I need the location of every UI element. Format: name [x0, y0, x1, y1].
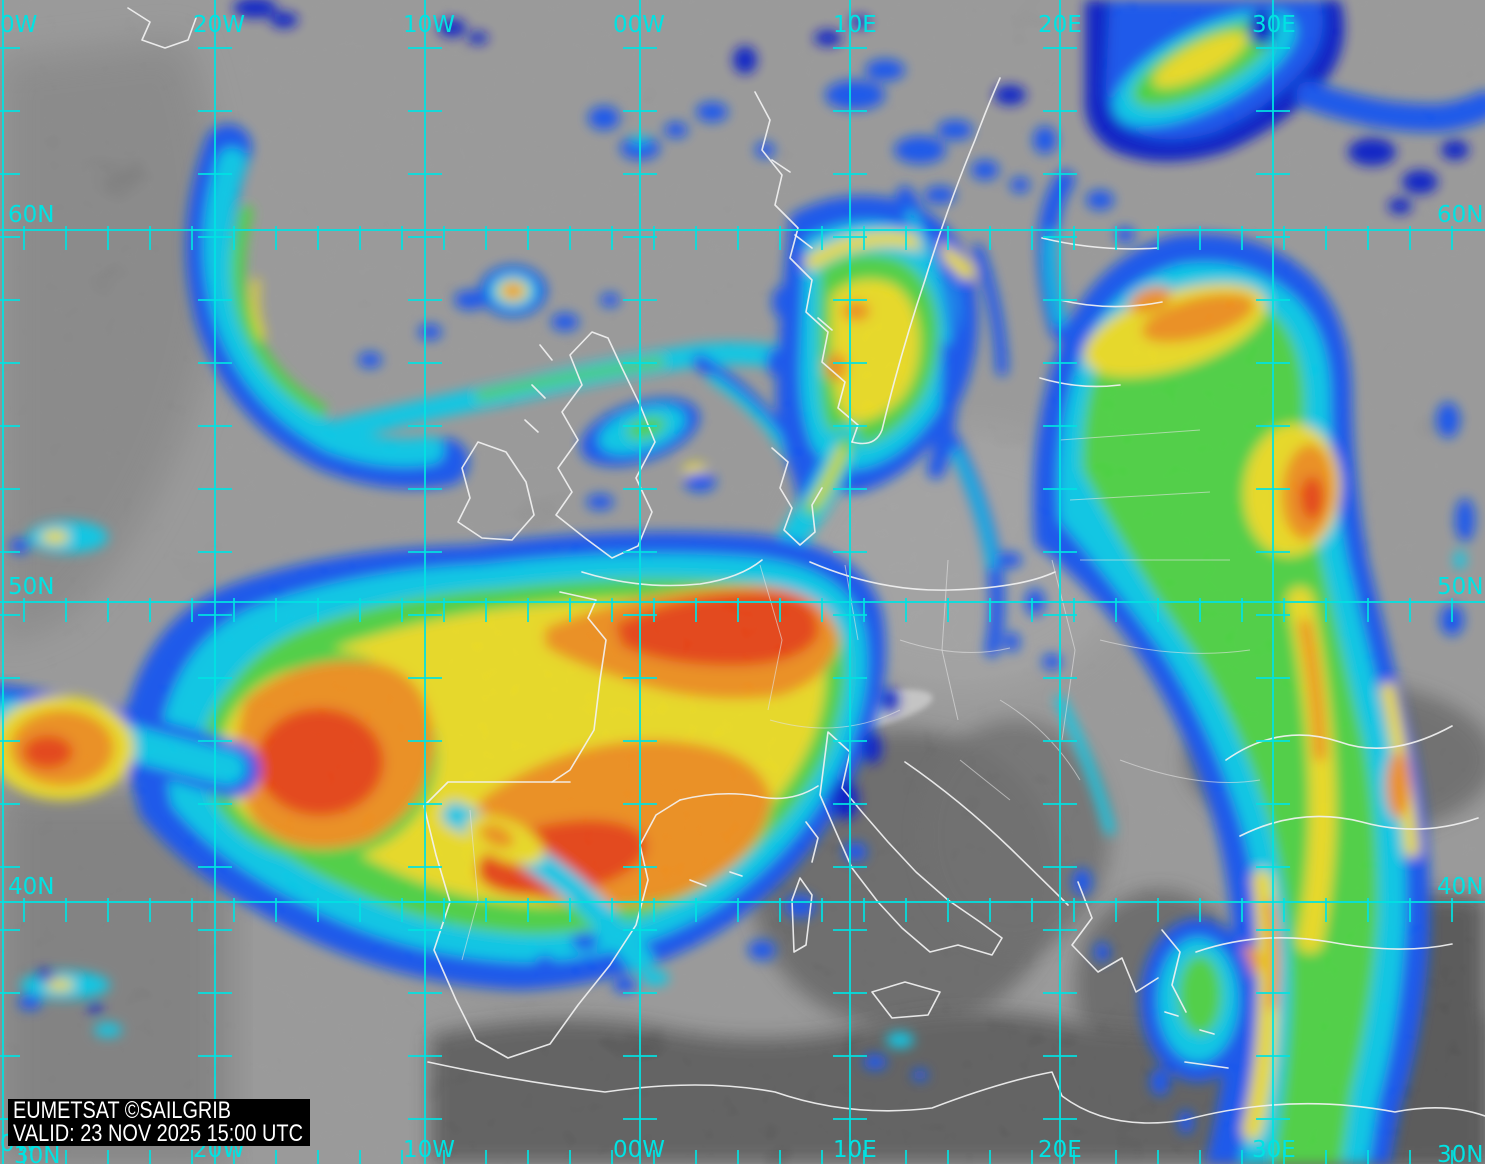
border-czech	[899, 639, 1011, 653]
border-belarus-ukraine	[1099, 639, 1251, 654]
grid-label-bottom-00w: 00W	[613, 1137, 665, 1163]
caption-background	[8, 1099, 310, 1146]
coast-aegean-islands	[1164, 1011, 1229, 1069]
caption-validity: VALID: 23 NOV 2025 15:00 UTC	[13, 1120, 303, 1147]
border-baltics	[1059, 429, 1230, 561]
coast-anatolia-west	[1161, 929, 1187, 1013]
coast-greece	[1071, 881, 1159, 993]
coast-adriatic	[904, 761, 1069, 906]
grid-label-top-10e: 10E	[833, 12, 877, 38]
coast-sicily	[871, 981, 941, 1019]
grid-label-left-40n: 40N	[8, 874, 54, 900]
border-ukraine-south	[1119, 759, 1261, 783]
grid-label-right-60n: 60N	[1437, 202, 1483, 228]
coast-corsica-sardinia	[791, 821, 819, 953]
coastlines	[127, 7, 1485, 1124]
coast-denmark	[771, 447, 823, 546]
coast-great-britain	[555, 331, 656, 559]
grid-label-right-40n: 40N	[1437, 874, 1483, 900]
grid-label-right-50n: 50N	[1437, 574, 1483, 600]
border-alps	[769, 709, 901, 729]
coast-gulf-finland-riga	[1039, 237, 1163, 388]
grid-label-left-50n: 50N	[8, 574, 54, 600]
grid-label-bottom-20e: 20E	[1038, 1137, 1082, 1163]
caption-attribution: EUMETSAT ©SAILGRIB	[13, 1097, 231, 1124]
coast-sweden	[851, 77, 1001, 445]
grid-label-top-10w: 10W	[403, 12, 455, 38]
coast-ireland	[457, 441, 535, 541]
coast-gulf-of-lion	[679, 785, 819, 801]
grid-label-bottom-left-30n: 30N	[14, 1143, 60, 1164]
graticule-ticks	[0, 47, 1453, 1164]
coast-balearics	[689, 871, 743, 887]
coast-fjords	[771, 159, 833, 331]
coast-north-africa	[427, 1061, 1485, 1124]
coast-iberia	[423, 781, 681, 1059]
grid-label-left-60n: 60N	[8, 202, 54, 228]
coast-norway	[754, 91, 859, 443]
grid-label-top-30w: 0W	[0, 12, 37, 38]
border-spain-portugal	[461, 809, 479, 961]
grid-label-bottom-30e: 30E	[1252, 1137, 1296, 1163]
grid-label-top-30e: 30E	[1252, 12, 1296, 38]
grid-label-bottom-10e: 10E	[833, 1137, 877, 1163]
coast-channel	[581, 559, 763, 587]
border-france-germany	[759, 564, 783, 711]
grid-label-top-20w: 20W	[193, 12, 245, 38]
grid-label-bottom-10w: 10W	[403, 1137, 455, 1163]
border-balkans	[959, 699, 1081, 801]
caption-box: EUMETSAT ©SAILGRIB VALID: 23 NOV 2025 15…	[8, 1097, 310, 1147]
coast-anatolia	[1195, 936, 1453, 953]
coast-hebrides	[524, 344, 553, 433]
coast-iceland	[127, 7, 197, 49]
coast-black-sea	[1225, 725, 1479, 837]
grid-label-bottom-right-30n: 30N	[1437, 1142, 1483, 1164]
grid-label-top-00w: 00W	[613, 12, 665, 38]
grid-label-top-20e: 20E	[1038, 12, 1082, 38]
